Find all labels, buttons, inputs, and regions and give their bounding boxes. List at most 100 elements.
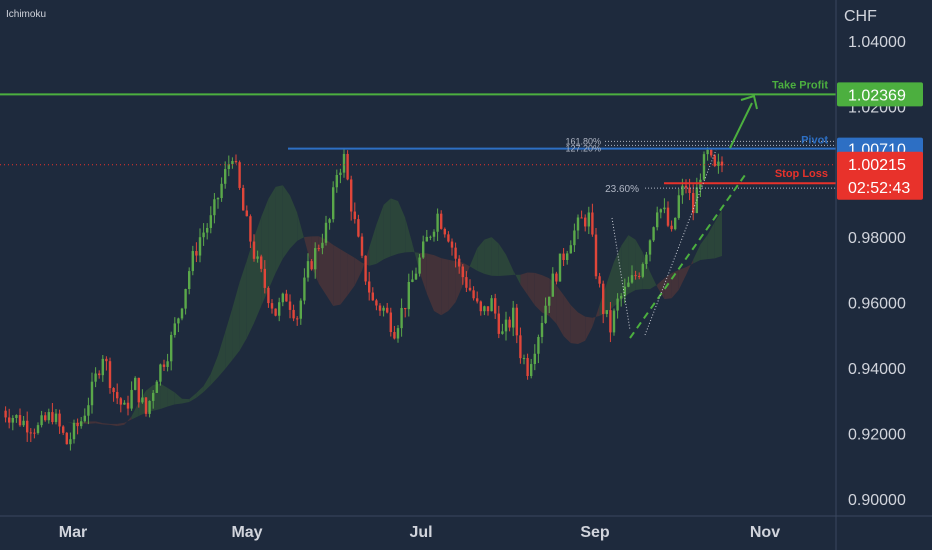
candle <box>11 415 14 431</box>
cloud-segment <box>419 252 427 294</box>
cloud-segment <box>282 185 290 259</box>
cloud-segment <box>570 305 578 345</box>
candle <box>483 305 486 316</box>
y-tick-label: 0.96000 <box>848 296 906 313</box>
candle <box>364 255 367 285</box>
cloud-segment <box>606 261 614 313</box>
candle <box>414 267 418 281</box>
candle <box>713 154 716 168</box>
cloud-segment <box>412 243 420 273</box>
candle <box>558 253 562 282</box>
candle <box>497 305 500 339</box>
candle <box>540 315 544 344</box>
cloud-segment <box>664 273 672 300</box>
cloud-segment <box>484 237 492 276</box>
candle <box>587 206 590 235</box>
projection-arrow <box>729 102 753 149</box>
y-tick-label: 1.04000 <box>848 34 906 51</box>
cloud-segment <box>714 209 722 259</box>
candle <box>80 416 83 429</box>
cloud-segment <box>102 423 110 425</box>
candle <box>490 295 493 312</box>
candle <box>170 331 173 371</box>
candle <box>267 286 270 308</box>
candle <box>51 403 54 425</box>
candle <box>314 242 317 279</box>
cloud-segment <box>657 278 665 300</box>
candle <box>90 372 94 414</box>
candle <box>425 229 428 242</box>
cloud-segment <box>254 216 262 324</box>
cloud-segment <box>390 198 398 257</box>
candle <box>411 270 414 283</box>
candle <box>137 377 140 408</box>
cloud-segment <box>635 239 643 290</box>
candle <box>710 148 713 158</box>
candle <box>638 272 641 280</box>
candle <box>566 250 569 265</box>
candle <box>335 169 338 193</box>
candle <box>594 227 598 280</box>
cloud-segment <box>196 385 204 398</box>
candle <box>375 298 378 311</box>
candle <box>8 408 11 429</box>
candle <box>76 418 79 435</box>
candle <box>447 231 450 243</box>
candle <box>605 310 608 318</box>
candle <box>677 188 680 220</box>
candle <box>191 245 194 276</box>
candle <box>508 316 511 332</box>
cloud-segment <box>491 237 499 277</box>
cloud-segment <box>376 204 384 264</box>
cloud-segment <box>261 198 269 307</box>
time-axis[interactable]: Mar May Jul Sep Nov <box>59 524 780 541</box>
cloud-segment <box>246 237 254 339</box>
cloud-segment <box>592 304 600 327</box>
candle <box>357 214 360 238</box>
indicator-label[interactable]: Ichimoku <box>6 9 46 20</box>
candle <box>22 415 25 427</box>
candle <box>321 233 324 255</box>
cloud-segment <box>441 258 449 316</box>
candle <box>432 229 436 242</box>
candle <box>512 300 515 337</box>
cloud-segment <box>585 316 593 341</box>
candle <box>227 155 230 177</box>
candle <box>285 289 288 302</box>
trend-support-dashed <box>629 174 746 339</box>
cloud-segment <box>686 259 694 276</box>
candle <box>342 148 346 178</box>
candle <box>386 302 389 314</box>
y-tick-label: 0.90000 <box>848 492 906 509</box>
candle <box>101 355 104 382</box>
take-profit-badge <box>837 82 923 107</box>
candle <box>216 197 220 209</box>
candle <box>422 235 425 259</box>
candle <box>458 255 461 274</box>
candle <box>40 410 43 428</box>
candle <box>443 227 446 238</box>
candle <box>612 308 616 336</box>
candle <box>141 389 144 404</box>
candle <box>404 307 407 318</box>
x-tick-label: Sep <box>580 524 610 541</box>
candle <box>184 288 187 315</box>
candle <box>504 311 508 341</box>
candle <box>173 317 176 338</box>
cloud-segment <box>218 331 226 378</box>
candle <box>242 184 245 211</box>
candle <box>684 179 688 194</box>
candle <box>202 223 205 246</box>
candle <box>112 387 115 402</box>
cloud-segment <box>174 392 182 405</box>
cloud-segment <box>225 308 233 369</box>
cloud-segment <box>513 270 521 285</box>
candle <box>281 292 284 307</box>
candle <box>627 276 630 288</box>
fib-127-label: 127.20% <box>565 143 601 153</box>
price-axis[interactable]: 1.040001.020000.980000.960000.940000.920… <box>848 34 906 509</box>
candle <box>234 154 238 164</box>
candle <box>548 296 551 314</box>
candle <box>116 383 119 405</box>
